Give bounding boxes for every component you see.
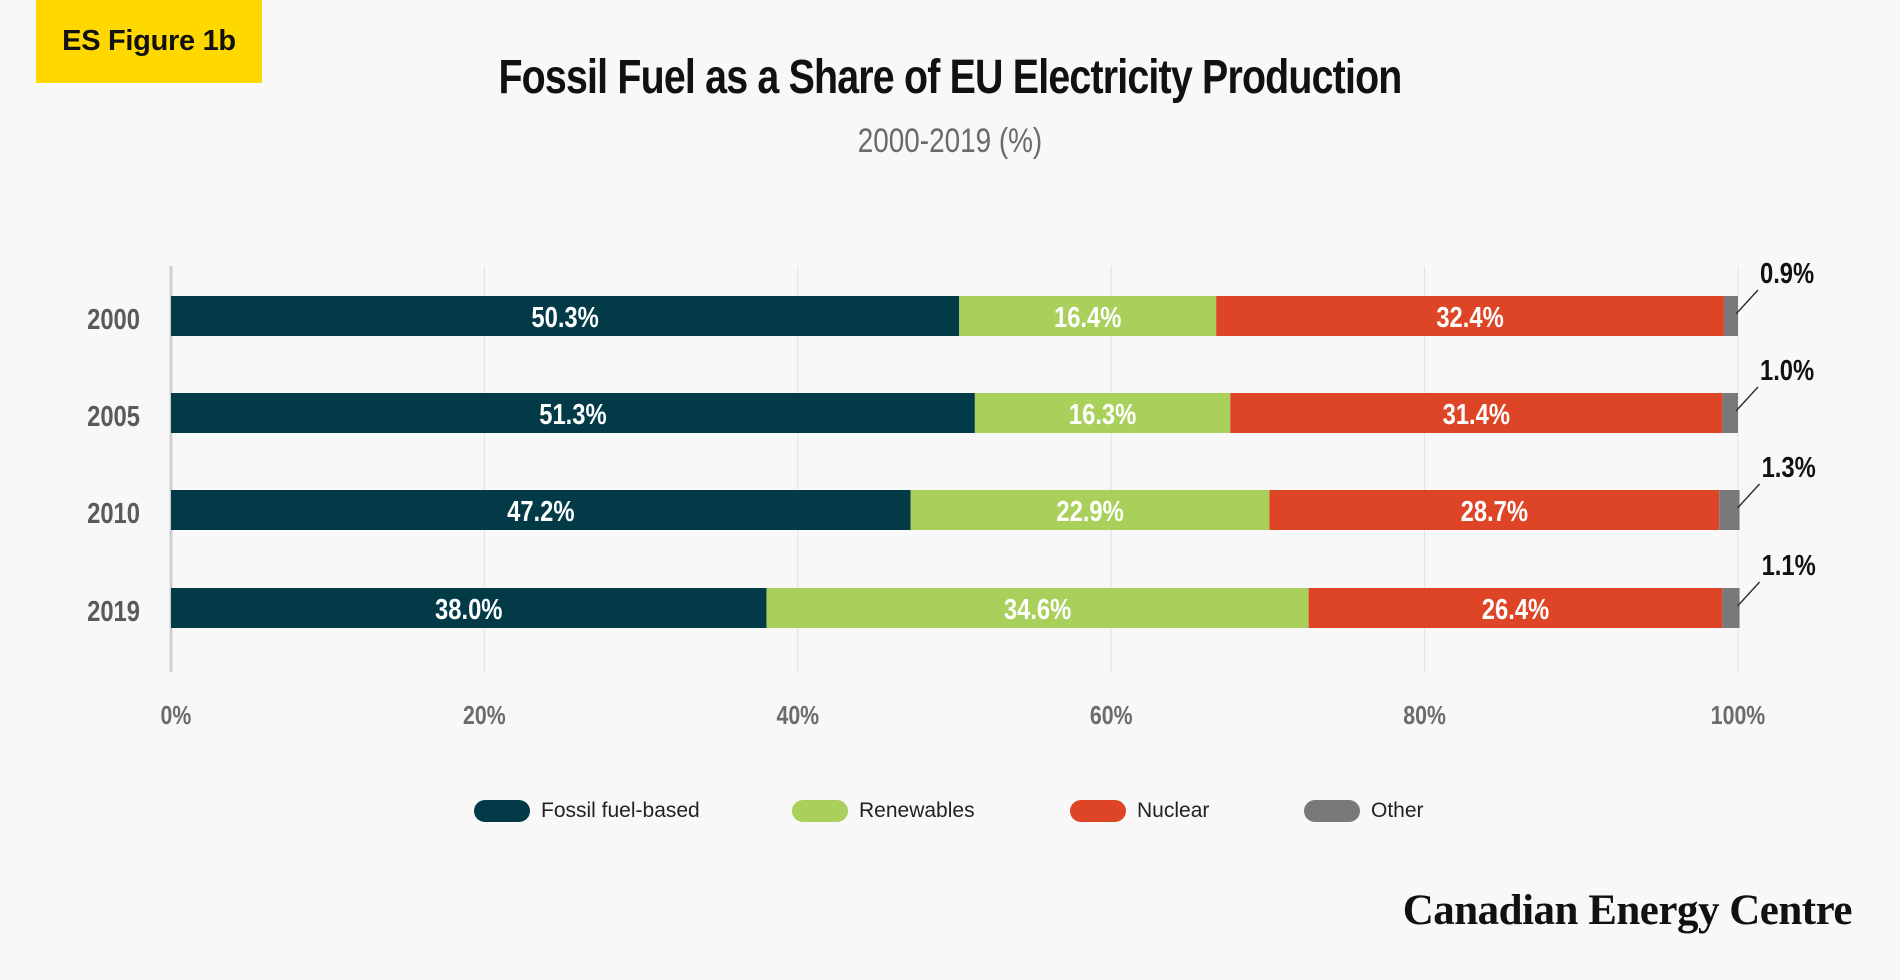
bar-segment-nuclear <box>1308 588 1723 628</box>
figure-label-badge: ES Figure 1b <box>36 0 262 83</box>
data-label-other: 1.0% <box>1760 354 1814 387</box>
bar-segment-other <box>1719 490 1740 530</box>
bar-segment-fossil-fuel-based <box>171 588 767 628</box>
bar-segment-nuclear <box>1216 296 1724 336</box>
legend-label: Fossil fuel-based <box>541 799 700 822</box>
legend-item: Other <box>1304 796 1424 826</box>
bar-segment-other <box>1723 296 1738 336</box>
chart-subtitle: 2000-2019 (%) <box>857 122 1043 160</box>
callout-leader-line <box>1737 483 1761 509</box>
data-label: 22.9% <box>1056 495 1123 528</box>
legend-swatch <box>792 800 848 822</box>
callout-leader-line <box>1735 289 1759 315</box>
bar-segment-fossil-fuel-based <box>171 393 975 433</box>
bar-segment-fossil-fuel-based <box>171 296 960 336</box>
bar-segment-renewables <box>766 588 1309 628</box>
data-label: 47.2% <box>507 495 574 528</box>
bar-segment-renewables <box>959 296 1217 336</box>
data-label: 51.3% <box>539 398 606 431</box>
legend-item: Nuclear <box>1070 796 1209 826</box>
category-label: 2019 <box>87 595 140 628</box>
x-tick-label: 20% <box>463 701 506 731</box>
legend-item: Renewables <box>792 796 975 826</box>
chart-legend: Fossil fuel-based Renewables Nuclear Other <box>0 796 1900 826</box>
data-label: 34.6% <box>1004 593 1071 626</box>
legend-label: Renewables <box>859 799 975 822</box>
bar-segment-other <box>1722 393 1738 433</box>
legend-swatch <box>1304 800 1360 822</box>
x-tick-label: 100% <box>1711 701 1766 731</box>
category-label: 2010 <box>87 497 140 530</box>
x-tick-label: 60% <box>1090 701 1133 731</box>
data-label-other: 1.3% <box>1762 451 1816 484</box>
data-label: 16.3% <box>1069 398 1136 431</box>
chart-title: Fossil Fuel as a Share of EU Electricity… <box>498 51 1402 104</box>
legend-label: Other <box>1371 799 1424 822</box>
bar-segment-renewables <box>910 490 1270 530</box>
x-tick-label: 40% <box>776 701 819 731</box>
data-label: 28.7% <box>1461 495 1528 528</box>
data-label: 32.4% <box>1436 301 1503 334</box>
category-label: 2000 <box>87 303 140 336</box>
legend-label: Nuclear <box>1137 799 1210 822</box>
data-label-other: 1.1% <box>1762 549 1816 582</box>
data-label: 38.0% <box>435 593 502 626</box>
legend-swatch <box>474 800 530 822</box>
brand-logo: Canadian Energy Centre <box>1402 887 1853 934</box>
data-label: 31.4% <box>1443 398 1510 431</box>
callout-leader-line <box>1735 386 1759 412</box>
x-tick-label: 80% <box>1403 701 1446 731</box>
bar-segment-nuclear <box>1269 490 1720 530</box>
bar-segment-nuclear <box>1230 393 1723 433</box>
data-label: 50.3% <box>531 301 598 334</box>
x-tick-label: 0% <box>161 701 192 731</box>
data-label: 26.4% <box>1482 593 1549 626</box>
category-label: 2005 <box>87 400 140 433</box>
data-label-other: 0.9% <box>1760 257 1814 290</box>
bar-segment-fossil-fuel-based <box>171 490 911 530</box>
legend-swatch <box>1070 800 1126 822</box>
callout-leader-line <box>1737 581 1761 607</box>
data-label: 16.4% <box>1054 301 1121 334</box>
bar-segment-renewables <box>974 393 1231 433</box>
legend-item: Fossil fuel-based <box>474 796 700 826</box>
bar-segment-other <box>1722 588 1740 628</box>
